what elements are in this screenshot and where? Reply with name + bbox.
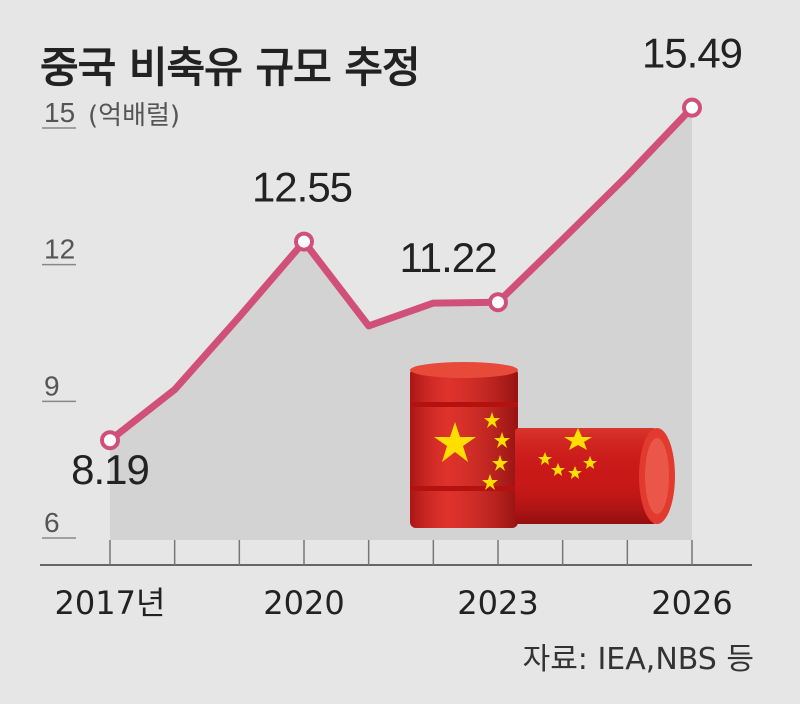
chart-title: 중국 비축유 규모 추정 — [40, 43, 421, 92]
y-tick-label: 9 — [44, 370, 60, 401]
y-tick-label: 6 — [44, 507, 60, 538]
series-line — [106, 104, 696, 444]
data-point-marker — [488, 292, 508, 313]
x-tick-label: 2026 — [651, 584, 732, 622]
data-label: 8.19 — [71, 446, 149, 493]
standing-barrel — [410, 362, 518, 528]
y-unit-label: (억배럴) — [88, 101, 180, 131]
line-layer — [100, 97, 702, 451]
x-tick-label: 2020 — [263, 584, 344, 622]
y-tick-label: 12 — [44, 234, 75, 265]
data-point-marker — [100, 430, 120, 451]
source-note: 자료: IEA,NBS 등 — [522, 642, 754, 677]
data-label: 15.49 — [642, 30, 742, 77]
axis-layer: 15 12 9 6 (억배럴) 2017년 2020 2023 2026 — [40, 97, 752, 622]
data-label: 11.22 — [400, 234, 497, 281]
x-tick-label: 2017년 — [55, 584, 166, 622]
y-tick-label: 15 — [44, 97, 75, 128]
data-label: 12.55 — [252, 164, 352, 211]
data-point-marker — [682, 97, 702, 118]
lying-barrel — [515, 428, 675, 524]
label-layer: 8.19 12.55 11.22 15.49 — [71, 30, 743, 494]
oil-barrels-china-flag-icon — [410, 362, 675, 528]
x-tick-label: 2023 — [457, 584, 538, 622]
data-point-marker — [294, 231, 314, 252]
